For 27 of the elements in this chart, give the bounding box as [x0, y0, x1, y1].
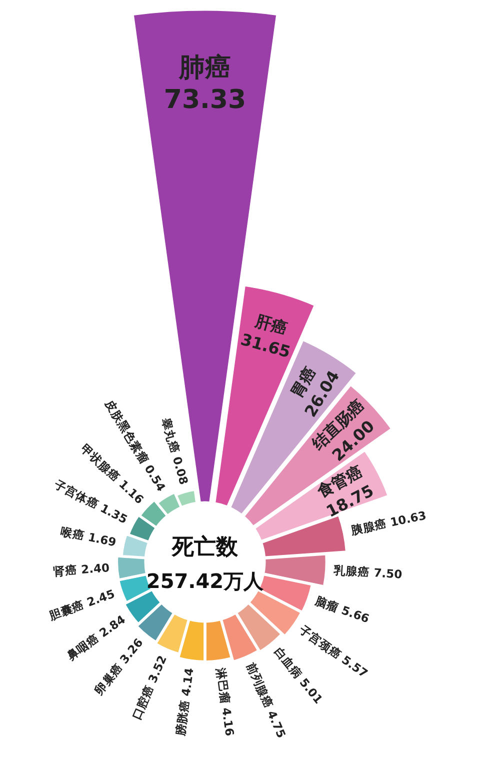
category-label: 淋巴瘤: [213, 666, 232, 705]
category-label: 膀胱癌: [173, 699, 192, 738]
data-label: 0.08: [170, 455, 191, 486]
data-label: 2.45: [85, 586, 117, 610]
data-label: 1.35: [98, 501, 130, 527]
data-label: 4.75: [264, 708, 288, 740]
data-label: 10.63: [389, 508, 428, 530]
category-label: 前列腺癌: [243, 660, 276, 710]
category-label: 脑瘤: [312, 593, 341, 616]
data-label: 4.16: [218, 706, 237, 737]
category-label: 肺癌: [178, 53, 231, 83]
data-label: 4.14: [178, 667, 197, 698]
text: 死亡数: [171, 534, 239, 560]
data-label: 2.40: [80, 560, 110, 577]
category-label: 睾丸癌: [158, 416, 182, 455]
data-label: 3.52: [145, 653, 170, 685]
data-label: 73.33: [164, 85, 246, 115]
data-label: 7.50: [373, 566, 403, 582]
category-label: 胰腺癌: [348, 516, 388, 538]
category-label: 喉癌: [59, 524, 86, 543]
category-label: 肝癌: [252, 310, 290, 338]
category-label: 肾癌: [52, 562, 78, 579]
category-label: 乳腺癌: [332, 562, 370, 580]
data-label: 1.69: [86, 530, 118, 550]
category-label: 口腔癌: [130, 683, 157, 722]
text: 257.42万人: [146, 569, 265, 593]
category-label: 胆囊癌: [46, 598, 86, 624]
